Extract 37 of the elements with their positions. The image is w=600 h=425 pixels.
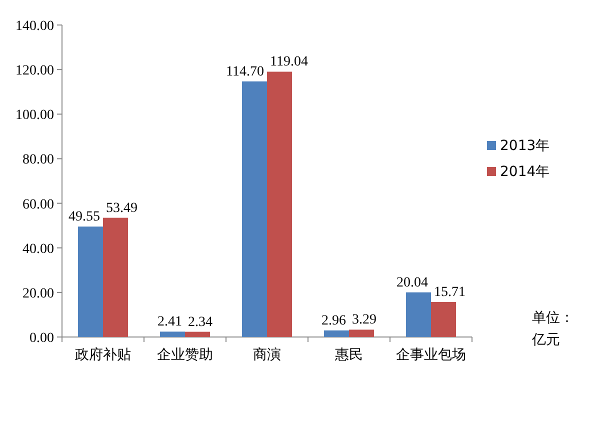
y-tick-label: 120.00 bbox=[16, 64, 54, 79]
x-tick-label: 商演 bbox=[253, 347, 281, 363]
data-label: 2.34 bbox=[188, 314, 212, 330]
data-label: 3.29 bbox=[352, 312, 376, 328]
data-label: 49.55 bbox=[68, 210, 100, 225]
bar bbox=[431, 302, 456, 337]
x-tick-label: 企业赞助 bbox=[157, 347, 213, 363]
bar bbox=[242, 81, 267, 337]
y-tick-label: 100.00 bbox=[16, 108, 54, 124]
data-label: 53.49 bbox=[106, 200, 138, 216]
bar bbox=[349, 330, 374, 337]
data-label: 20.04 bbox=[396, 275, 428, 290]
bar bbox=[103, 218, 128, 337]
y-tick-label: 60.00 bbox=[22, 197, 54, 212]
y-tick-label: 20.00 bbox=[22, 286, 54, 302]
x-tick-label: 政府补贴 bbox=[75, 347, 131, 363]
y-tick-label: 80.00 bbox=[22, 152, 54, 168]
text: 亿元 bbox=[531, 332, 560, 348]
y-tick-label: 140.00 bbox=[16, 19, 54, 34]
bar bbox=[267, 72, 292, 337]
x-tick-label: 惠民 bbox=[334, 347, 363, 363]
data-label: 2.41 bbox=[158, 314, 182, 330]
bar bbox=[324, 330, 349, 337]
legend-label: 2013年 bbox=[500, 138, 550, 154]
legend-label: 2014年 bbox=[500, 164, 550, 180]
y-tick-label: 40.00 bbox=[22, 242, 54, 257]
bar bbox=[406, 292, 431, 337]
y-tick-label: 0.00 bbox=[30, 331, 54, 346]
bar bbox=[185, 332, 210, 337]
data-label: 119.04 bbox=[270, 54, 308, 70]
bar bbox=[78, 226, 103, 337]
x-tick-label: 企事业包场 bbox=[396, 347, 466, 363]
bar bbox=[160, 332, 185, 337]
data-label: 2.96 bbox=[322, 313, 346, 328]
data-label: 15.71 bbox=[434, 284, 466, 300]
data-label: 114.70 bbox=[226, 64, 264, 80]
text: 单位： bbox=[532, 310, 574, 326]
